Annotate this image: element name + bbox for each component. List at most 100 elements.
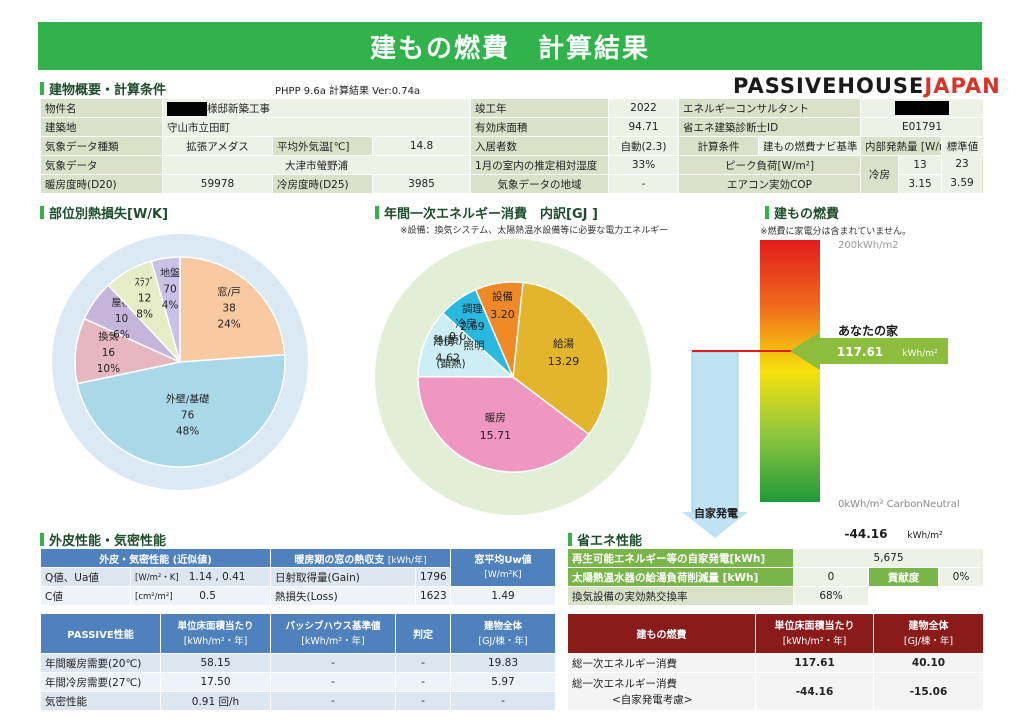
value-floor-area: 94.71 bbox=[608, 117, 680, 137]
pie-category-label: 調理 bbox=[462, 302, 483, 315]
value-humidity: 33% bbox=[608, 155, 680, 175]
section-energy: 年間一次エネルギー消費 内訳[GJ ] bbox=[375, 203, 598, 222]
row-label: 総一次エネルギー消費 <自家発電考慮> bbox=[567, 672, 756, 711]
row-judge: - bbox=[395, 672, 451, 692]
standard-header: パッシブハウス基準値 [kWh/m²・年] bbox=[270, 613, 396, 654]
pie-value-label: 70 bbox=[163, 284, 176, 296]
total-title: 建物全体 bbox=[483, 620, 522, 632]
section-title: 年間一次エネルギー消費 内訳[GJ ] bbox=[384, 207, 598, 222]
label-self-generation: 再生可能エネルギー等の自家発電[kWh] bbox=[567, 548, 794, 568]
total-unit: [GJ/棟・年] bbox=[478, 635, 528, 647]
section-marker bbox=[765, 206, 769, 219]
pie-percent-label: 6% bbox=[113, 329, 130, 341]
c-value: 0.5 bbox=[199, 590, 216, 602]
row-value: 58.15 bbox=[160, 653, 271, 673]
value-weather: 大津市螢野浦 bbox=[161, 155, 472, 175]
value-heat-exchange: 68% bbox=[793, 586, 869, 606]
row-total: - bbox=[450, 691, 556, 711]
table-row: 年間暖房需要(20℃) 58.15 - - 19.83 bbox=[40, 653, 556, 673]
label-loss: 熱損失(Loss) bbox=[270, 586, 416, 606]
row-label: 総一次エネルギー消費 bbox=[567, 653, 756, 673]
pie-percent-label: 10% bbox=[97, 363, 120, 375]
value-peak-cooling: 13 bbox=[898, 155, 943, 175]
value-completion-year: 2022 bbox=[608, 98, 680, 118]
your-house-label: あなたの家 bbox=[838, 323, 899, 338]
uw-unit: [W/m²K] bbox=[484, 569, 522, 580]
section-marker bbox=[375, 206, 379, 219]
label-q-ua: Q値、Ua値 bbox=[40, 567, 131, 587]
table-row: 気密性能 0.91 回/h - - - bbox=[40, 691, 556, 711]
passive-table: PASSIVE性能 単位床面積当たり [kWh/m²・年] パッシブハウス基準値 [… bbox=[40, 613, 556, 711]
envelope-header: 外皮・気密性能 (近似値) bbox=[40, 548, 271, 568]
label-completion-year: 竣工年 bbox=[470, 98, 610, 118]
self-generation-label: 自家発電 bbox=[694, 506, 738, 520]
row-total: 40.10 bbox=[873, 653, 984, 673]
c-value-cell: [cm²/m²] 0.5 bbox=[130, 586, 271, 606]
energy-chart: 給湯13.29暖房15.71熱(顕)4.62冷房0.00調理2.69設備3.20… bbox=[375, 239, 651, 515]
value-peak-heating: 23 bbox=[942, 155, 982, 174]
row-judge: - bbox=[395, 691, 451, 711]
section-envelope: 外皮性能・気密性能 bbox=[40, 530, 166, 549]
row-standard: - bbox=[270, 672, 396, 692]
label-internal-heat: 内部発熱量 [W/m²] bbox=[860, 136, 943, 156]
label-hdd: 暖房度時(D20) bbox=[40, 174, 163, 194]
row-standard: - bbox=[270, 691, 396, 711]
row-label-main: 総一次エネルギー消費 bbox=[572, 677, 677, 690]
label-weather-type: 気象データ種類 bbox=[40, 136, 163, 156]
pie-value-label: 13.29 bbox=[548, 355, 580, 368]
self-generation-arrow-head bbox=[682, 512, 748, 538]
page-title: 建もの燃費 計算結果 bbox=[369, 33, 650, 64]
row-standard: - bbox=[270, 653, 396, 673]
pie-extra-label: 冷房 bbox=[456, 317, 477, 330]
section-marker bbox=[568, 533, 572, 546]
pie-value-label: 10 bbox=[115, 313, 128, 325]
per-area-unit: [kWh/m²・年] bbox=[183, 635, 248, 647]
value-cdd: 3985 bbox=[371, 174, 472, 194]
label-weather: 気象データ bbox=[40, 155, 163, 175]
fuel-per-area-title: 単位床面積当たり bbox=[774, 620, 855, 632]
gauge-top-label: 200kWh/m2 bbox=[838, 240, 899, 251]
fuel-gauge-bar bbox=[760, 240, 820, 502]
energy-note: ※設備：換気システム、太陽熱温水設備等に必要な電力エネルギー bbox=[400, 226, 669, 236]
pie-value-label: 76 bbox=[181, 409, 195, 421]
label-c-value: C値 bbox=[40, 586, 131, 606]
q-ua-cell: [W/m²・K] 1.14 , 0.41 bbox=[130, 567, 271, 587]
label-humidity: 1月の室内の推定相対湿度 bbox=[470, 155, 610, 175]
section-title: 建物概要・計算条件 bbox=[49, 83, 167, 98]
value-site: 守山市立田町 bbox=[161, 117, 472, 137]
section-title: 外皮性能・気密性能 bbox=[49, 534, 167, 549]
self-generation-arrow-body bbox=[691, 351, 739, 513]
value-cop-heating: 3.59 bbox=[942, 174, 982, 193]
redacted-block bbox=[895, 101, 950, 115]
self-generation-unit: kWh/m² bbox=[907, 531, 943, 541]
row-total: 5.97 bbox=[450, 672, 556, 692]
label-calc-condition: 計算条件 bbox=[678, 136, 760, 156]
pie-value-label: 38 bbox=[222, 302, 235, 314]
window-balance-unit: [kWh/年] bbox=[387, 555, 427, 566]
section-building-overview: 建物概要・計算条件 bbox=[40, 79, 166, 98]
value-weather-region: - bbox=[608, 174, 680, 194]
window-balance-header: 暖房期の窓の熱収支 [kWh/年] bbox=[269, 548, 452, 568]
pie-extra-label: 冷房 bbox=[434, 335, 455, 348]
row-label-sub: <自家発電考慮> bbox=[612, 693, 693, 706]
pie-slice-6 bbox=[474, 281, 524, 380]
label-avg-temp: 平均外気温[℃] bbox=[272, 136, 373, 156]
label-heat-exchange: 換気設備の実効熱交換率 bbox=[567, 586, 794, 606]
label-cop: エアコン実効COP bbox=[678, 174, 862, 194]
energy-pie: 給湯13.29暖房15.71熱(顕)4.62冷房0.00調理2.69設備3.20… bbox=[417, 281, 609, 473]
pie-category-label: 熱(顕) bbox=[433, 334, 462, 347]
q-ua-value: 1.14 , 0.41 bbox=[188, 571, 246, 583]
label-contribution: 貢献度 bbox=[868, 567, 939, 587]
label-solar-thermal: 太陽熱温水器の給湯負荷削減量 [kWh] bbox=[567, 567, 794, 587]
gauge-bottom-label: 0kWh/m² CarbonNeutral bbox=[838, 499, 960, 510]
section-marker bbox=[40, 206, 44, 219]
label-consultant: エネルギーコンサルタント bbox=[678, 98, 862, 118]
value-internal-heat: 標準値 bbox=[941, 136, 985, 156]
section-marker bbox=[40, 82, 44, 95]
pie-value-label: 16 bbox=[102, 347, 116, 359]
value-loss: 1623 bbox=[414, 586, 452, 606]
pie-extra-label: 照明 bbox=[464, 340, 485, 352]
logo-part2: JAPAN bbox=[924, 74, 1001, 98]
pie-category-label: 設備 bbox=[492, 290, 513, 303]
value-occupants: 自動(2.3) bbox=[608, 136, 680, 156]
